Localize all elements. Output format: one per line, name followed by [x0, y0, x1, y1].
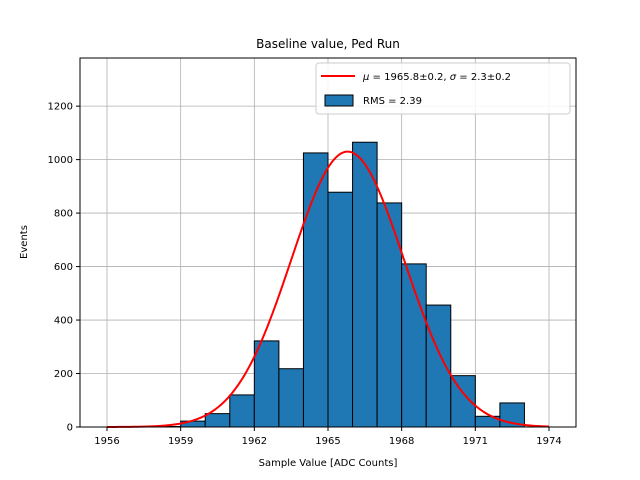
histogram-bar — [253, 340, 280, 428]
x-tick-label: 1959 — [168, 436, 193, 447]
chart-title: Baseline value, Ped Run — [256, 37, 400, 51]
y-tick-label: 1000 — [48, 155, 73, 166]
y-tick-label: 200 — [54, 369, 73, 380]
histogram-bar — [278, 368, 304, 428]
histogram-bar — [327, 191, 354, 428]
y-tick-label: 800 — [54, 209, 73, 220]
gaussian-fit-line — [107, 150, 550, 428]
y-tick-label: 600 — [54, 262, 73, 273]
x-tick-label: 1965 — [315, 436, 340, 447]
legend-histogram-label: RMS = 2.39 — [363, 96, 422, 107]
histogram-bar — [376, 202, 403, 428]
y-tick-label: 0 — [67, 423, 73, 434]
x-tick-label: 1968 — [389, 436, 414, 447]
fit-layer — [107, 150, 550, 428]
x-tick-label: 1956 — [94, 436, 119, 447]
x-axis-label: Sample Value [ADC Counts] — [259, 458, 398, 469]
legend: μ = 1965.8±0.2, σ = 2.3±0.2 RMS = 2.39 — [315, 62, 571, 115]
y-tick-label: 400 — [54, 316, 73, 327]
bars-layer — [155, 141, 525, 428]
histogram-bar — [229, 394, 255, 428]
histogram-bar — [302, 152, 329, 428]
y-axis-label: Events — [19, 225, 30, 259]
ticks-layer: 1956 1959 1962 1965 1968 1971 1974 0 200 400 600 80… — [48, 102, 562, 447]
x-tick-label: 1974 — [536, 436, 561, 447]
histogram-bar — [352, 141, 378, 428]
legend-histogram-swatch — [324, 94, 354, 107]
x-tick-label: 1971 — [463, 436, 488, 447]
x-tick-label: 1962 — [242, 436, 267, 447]
histogram-bar — [204, 413, 231, 428]
y-tick-label: 1200 — [48, 102, 73, 113]
histogram-bar — [425, 304, 452, 428]
legend-box — [315, 62, 571, 115]
legend-fit-label: μ = 1965.8±0.2, σ = 2.3±0.2 — [362, 72, 511, 83]
